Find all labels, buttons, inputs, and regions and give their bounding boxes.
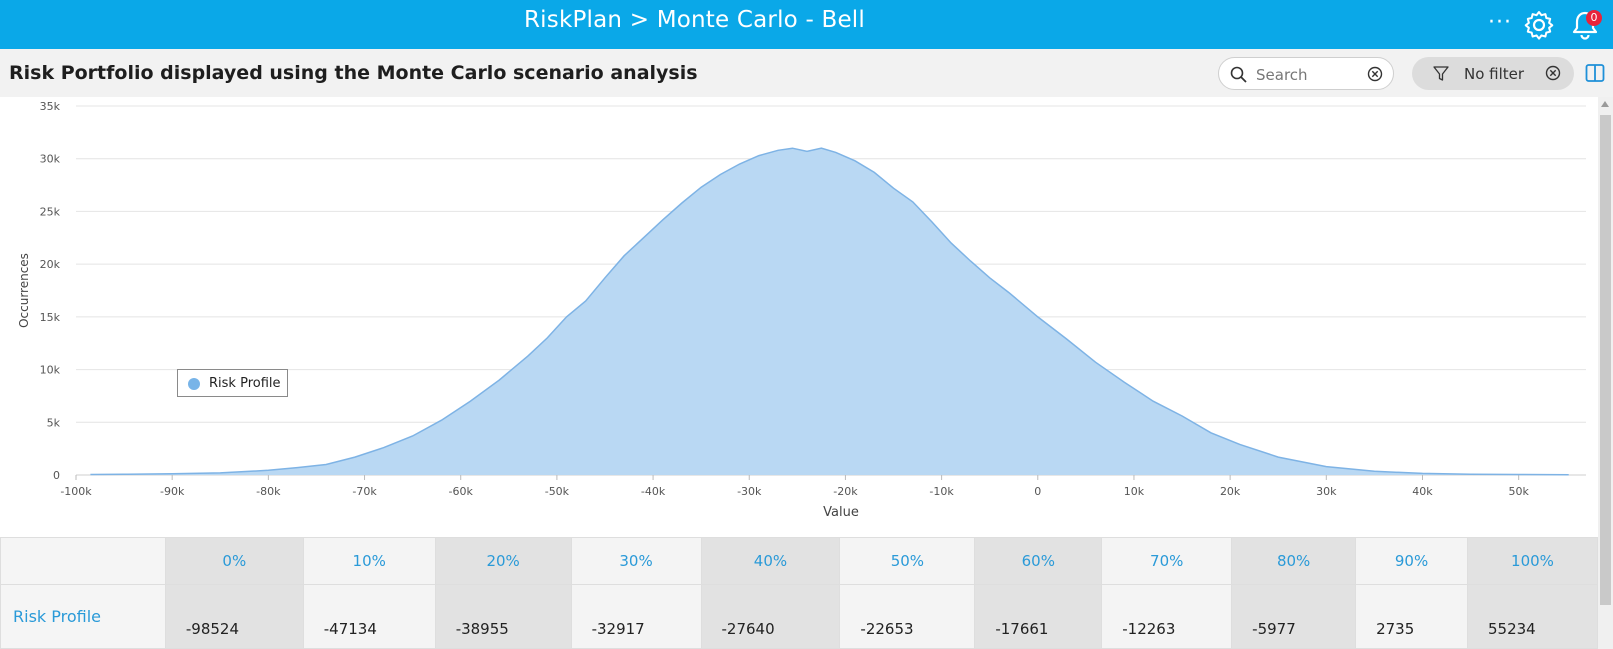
- y-tick-label: 0: [53, 469, 60, 482]
- filter-chip[interactable]: No filter: [1412, 57, 1574, 90]
- y-axis-label: Occurrences: [17, 253, 31, 328]
- value-cell: -12263: [1101, 584, 1233, 649]
- x-tick-label: 50k: [1508, 485, 1529, 498]
- value-cell: -32917: [570, 584, 702, 649]
- x-tick-label: 20k: [1220, 485, 1241, 498]
- y-tick-label: 25k: [40, 205, 61, 218]
- notification-badge: 0: [1586, 10, 1602, 26]
- header-cell[interactable]: 90%: [1355, 536, 1468, 586]
- x-tick-label: -90k: [160, 485, 185, 498]
- header-cell[interactable]: 30%: [570, 536, 702, 586]
- area-series-line: [90, 147, 1569, 476]
- chart-legend[interactable]: Risk Profile: [177, 369, 288, 397]
- y-tick-label: 35k: [40, 100, 61, 113]
- x-tick-label: -80k: [256, 485, 281, 498]
- value-cell: -22653: [839, 584, 976, 649]
- y-tick-label: 15k: [40, 311, 61, 324]
- app-header: RiskPlan > Monte Carlo - Bell ··· 0: [0, 0, 1613, 49]
- legend-marker: [188, 378, 200, 390]
- area-series-fill: [90, 148, 1569, 475]
- bell-curve-chart: 0 5k 10k 15k 20k 25k 30k 35k -100k -90k -80k -70k -6…: [17, 100, 1586, 520]
- header-cell[interactable]: 80%: [1231, 536, 1357, 586]
- header-cell[interactable]: 20%: [434, 536, 572, 586]
- clear-search-icon[interactable]: [1367, 66, 1383, 82]
- percentile-header-row: 0% 10% 20% 30% 40% 50% 60% 70% 80% 90% 1…: [0, 536, 1598, 586]
- value-cell: 55234: [1467, 584, 1598, 649]
- legend-label: Risk Profile: [209, 376, 281, 391]
- x-tick-label: 40k: [1412, 485, 1433, 498]
- x-tick-label: -30k: [737, 485, 762, 498]
- header-cell[interactable]: 10%: [302, 536, 436, 586]
- value-cell: -47134: [302, 584, 436, 649]
- search-box[interactable]: Search: [1218, 57, 1394, 90]
- table-corner: [0, 536, 166, 586]
- scrollbar-thumb[interactable]: [1600, 115, 1611, 605]
- vertical-scrollbar[interactable]: [1598, 97, 1613, 649]
- x-tick-label: -40k: [641, 485, 666, 498]
- more-icon[interactable]: ···: [1488, 10, 1512, 35]
- chart-container: 0 5k 10k 15k 20k 25k 30k 35k -100k -90k -80k -70k -6…: [0, 97, 1598, 537]
- x-tick-label: -100k: [60, 485, 92, 498]
- x-tick-label: 30k: [1316, 485, 1337, 498]
- table-row: Risk Profile -98524 -47134 -38955 -32917…: [0, 584, 1598, 649]
- x-tick-label: -60k: [449, 485, 474, 498]
- row-label[interactable]: Risk Profile: [0, 584, 166, 649]
- x-tick-label: -10k: [929, 485, 954, 498]
- x-axis-label: Value: [823, 505, 859, 520]
- x-tick-label: 10k: [1124, 485, 1145, 498]
- y-tick-label: 30k: [40, 153, 61, 166]
- panel-toggle-icon[interactable]: [1585, 63, 1605, 83]
- value-cell: -5977: [1231, 584, 1357, 649]
- header-cell[interactable]: 0%: [164, 536, 304, 586]
- header-cell[interactable]: 40%: [700, 536, 841, 586]
- x-tick-label: -20k: [833, 485, 858, 498]
- value-cell: -17661: [974, 584, 1103, 649]
- search-input[interactable]: Search: [1256, 66, 1308, 84]
- x-tick-label: -70k: [352, 485, 377, 498]
- y-tick-label: 10k: [40, 364, 61, 377]
- gear-icon[interactable]: [1523, 9, 1555, 41]
- header-cell[interactable]: 60%: [974, 536, 1103, 586]
- scroll-up-arrow[interactable]: [1601, 101, 1609, 107]
- report-heading: Risk Portfolio displayed using the Monte…: [9, 62, 698, 84]
- header-cell[interactable]: 50%: [839, 536, 976, 586]
- value-cell: -98524: [164, 584, 304, 649]
- search-icon: [1230, 66, 1247, 83]
- value-cell: -27640: [700, 584, 841, 649]
- page-title: RiskPlan > Monte Carlo - Bell: [524, 7, 865, 33]
- percentile-table: 0% 10% 20% 30% 40% 50% 60% 70% 80% 90% 1…: [0, 536, 1598, 649]
- value-cell: 2735: [1355, 584, 1468, 649]
- y-tick-label: 5k: [47, 416, 61, 429]
- clear-filter-icon[interactable]: [1545, 65, 1561, 81]
- filter-label: No filter: [1464, 65, 1525, 83]
- x-tick-label: 0: [1034, 485, 1041, 498]
- value-cell: -38955: [434, 584, 572, 649]
- header-cell[interactable]: 100%: [1467, 536, 1598, 586]
- y-tick-label: 20k: [40, 258, 61, 271]
- x-tick-label: -50k: [545, 485, 570, 498]
- header-cell[interactable]: 70%: [1101, 536, 1233, 586]
- filter-icon: [1433, 66, 1449, 81]
